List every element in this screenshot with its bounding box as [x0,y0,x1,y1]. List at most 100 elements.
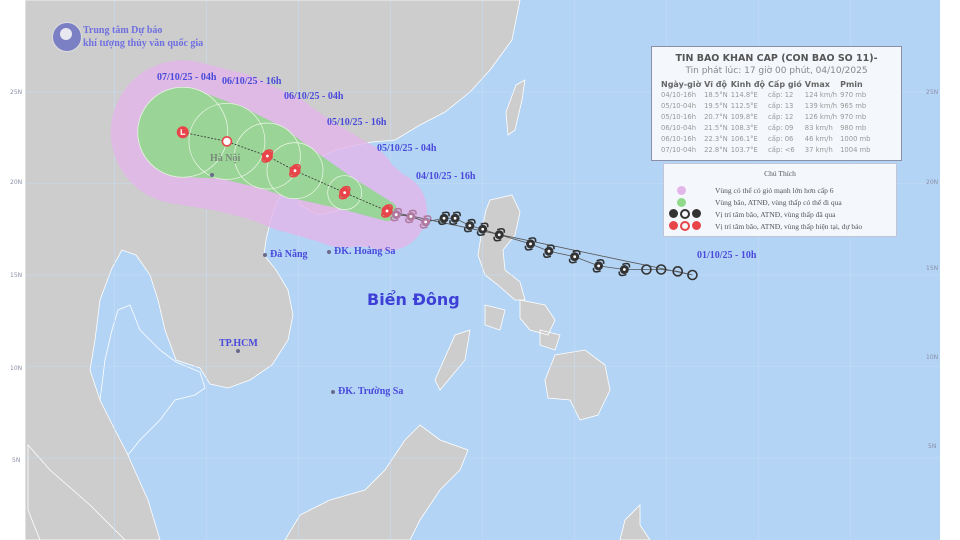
lat-label: 10N [926,354,939,361]
storm-icon [438,211,450,226]
storm-icon [568,249,581,264]
depression-icon [641,264,652,275]
table-cell: cấp: 12 [768,113,794,121]
table-cell: 970 mb [840,113,867,121]
low-icon [692,221,701,230]
low-icon [176,126,189,139]
place-markers [210,173,335,394]
legend-label: Vị trí tâm bão, ATNĐ, vùng thấp hiện tại… [715,221,863,231]
table-cell: 22.8°N [704,146,728,154]
legend-item-storm-zone: Vùng bão, ATNĐ, vùng thấp có thể đi qua [669,196,842,208]
table-cell: 108.3°E [730,124,758,132]
depression-icon [221,136,233,147]
table-cell: 21.5°N [704,124,728,132]
storm-icon [419,215,432,229]
depression-icon [687,269,698,281]
table-cell: 112.5°E [730,102,758,110]
table-row: 06/10-16h 22.3°N 106.1°E cấp: 06 46 km/h 1000… [661,134,874,145]
mindanao [544,349,611,421]
lat-label: 5N [12,457,21,464]
table-row: 05/10-04h 19.5°N 112.5°E cấp: 13 139 km/h 965… [661,101,874,112]
storm-icon [669,221,678,230]
bulletin-issued: Tin phát lúc: 17 giờ 00 phút, 04/10/2025 [685,66,868,76]
low-icon [692,209,701,218]
gulf-of-thailand [99,304,206,456]
table-cell: 04/10-16h [661,91,696,99]
table-row: 04/10-16h 18.5°N 114.8°E cấp: 12 124 km/h 970… [661,90,874,101]
lat-label: 20N [10,179,23,186]
depression-icon [680,221,690,231]
column-header: Kinh độ [730,80,766,89]
storm-icon [381,204,393,218]
sea-label: Biển Đông [367,290,460,309]
forecast-radius-ring [137,86,229,178]
table-cell: 20.7°N [704,113,728,121]
track-label: 06/10/25 - 16h [222,76,282,87]
place-hoangsa: ĐK. Hoàng Sa [334,246,396,257]
sulawesi [619,504,651,540]
column-header: Cấp gió [768,80,802,89]
forecast-radius-ring [327,175,363,211]
storm-icon [289,163,301,178]
lat-label: 15N [926,265,939,272]
table-row: 07/10-04h 22.8°N 103.7°E cấp: <6 37 km/h 1004… [661,145,874,156]
table-cell: 980 mb [840,124,867,132]
hcm-marker [236,349,240,353]
green-dot-icon [677,197,686,207]
storm-icon [463,218,476,233]
table-cell: cấp: 13 [768,102,794,110]
table-row: 06/10-04h 21.5°N 108.3°E cấp: 09 83 km/h 980 … [661,123,874,134]
table-row: 05/10-16h 20.7°N 109.8°E cấp: 12 126 km/h 970… [661,112,874,123]
table-cell: 07/10-04h [661,146,696,154]
storm-icon [449,211,461,226]
sumatra [27,443,126,540]
bulletin-table-panel: TIN BAO KHAN CAP (CON BAO SO 11)- Tin ph… [651,46,902,161]
storm-icon [543,244,555,258]
borneo [284,424,469,540]
forecast-radius-ring [266,142,324,200]
table-cell: 05/10-04h [661,102,696,110]
lat-label: 5N [928,443,937,450]
table-cell: 46 km/h [804,135,833,143]
table-cell: 06/10-16h [661,135,696,143]
track-label: 07/10/25 - 04h [157,72,217,83]
table-cell: cấp: <6 [768,146,795,154]
storm-icon [618,262,631,277]
organization-name: Trung tâm Dự báo khí tượng thủy văn quốc… [83,24,203,50]
depression-icon [672,266,684,277]
lat-label: 25N [926,89,939,96]
table-cell: 18.5°N [704,91,728,99]
depression-icon [655,264,667,275]
org-line1: Trung tâm Dự báo [83,25,163,36]
storm-track [176,126,698,281]
luzon [477,194,526,301]
lat-label: 15N [10,272,23,279]
storm-icon [405,209,417,224]
storm-icon [592,259,605,273]
table-cell: cấp: 09 [768,124,794,132]
hanoi-marker [210,173,214,177]
table-cell: 83 km/h [804,124,833,132]
place-hanoi: Hà Nội [210,153,241,164]
storm-icon [261,149,274,163]
place-truongsa: ĐK. Trường Sa [338,386,404,397]
table-cell: 126 km/h [804,113,838,121]
storm-icon [338,185,351,200]
storm-icon [669,209,678,218]
table-cell: 106.1°E [730,135,758,143]
legend-item-wind-zone: Vùng có thể có gió mạnh lớn hơn cấp 6 [669,184,834,196]
legend-title: Chú Thích [764,169,796,178]
danang-marker [263,253,267,257]
storm-icon [476,222,489,237]
storm-icon [524,237,537,251]
pink-dot-icon [677,185,686,195]
depression-icon [680,209,690,219]
forecast-table: Ngày-giờ Vĩ độ Kinh độ Cấp gió Vmax Pmin 04/1… [661,80,874,156]
track-label: 06/10/25 - 04h [284,91,344,102]
storm-icon [390,207,403,222]
table-cell: 970 mb [840,91,867,99]
legend-label: Vùng có thể có gió mạnh lớn hơn cấp 6 [715,185,834,195]
place-danang: Đà Nẵng [270,249,308,260]
track-label: 05/10/25 - 04h [377,143,437,154]
